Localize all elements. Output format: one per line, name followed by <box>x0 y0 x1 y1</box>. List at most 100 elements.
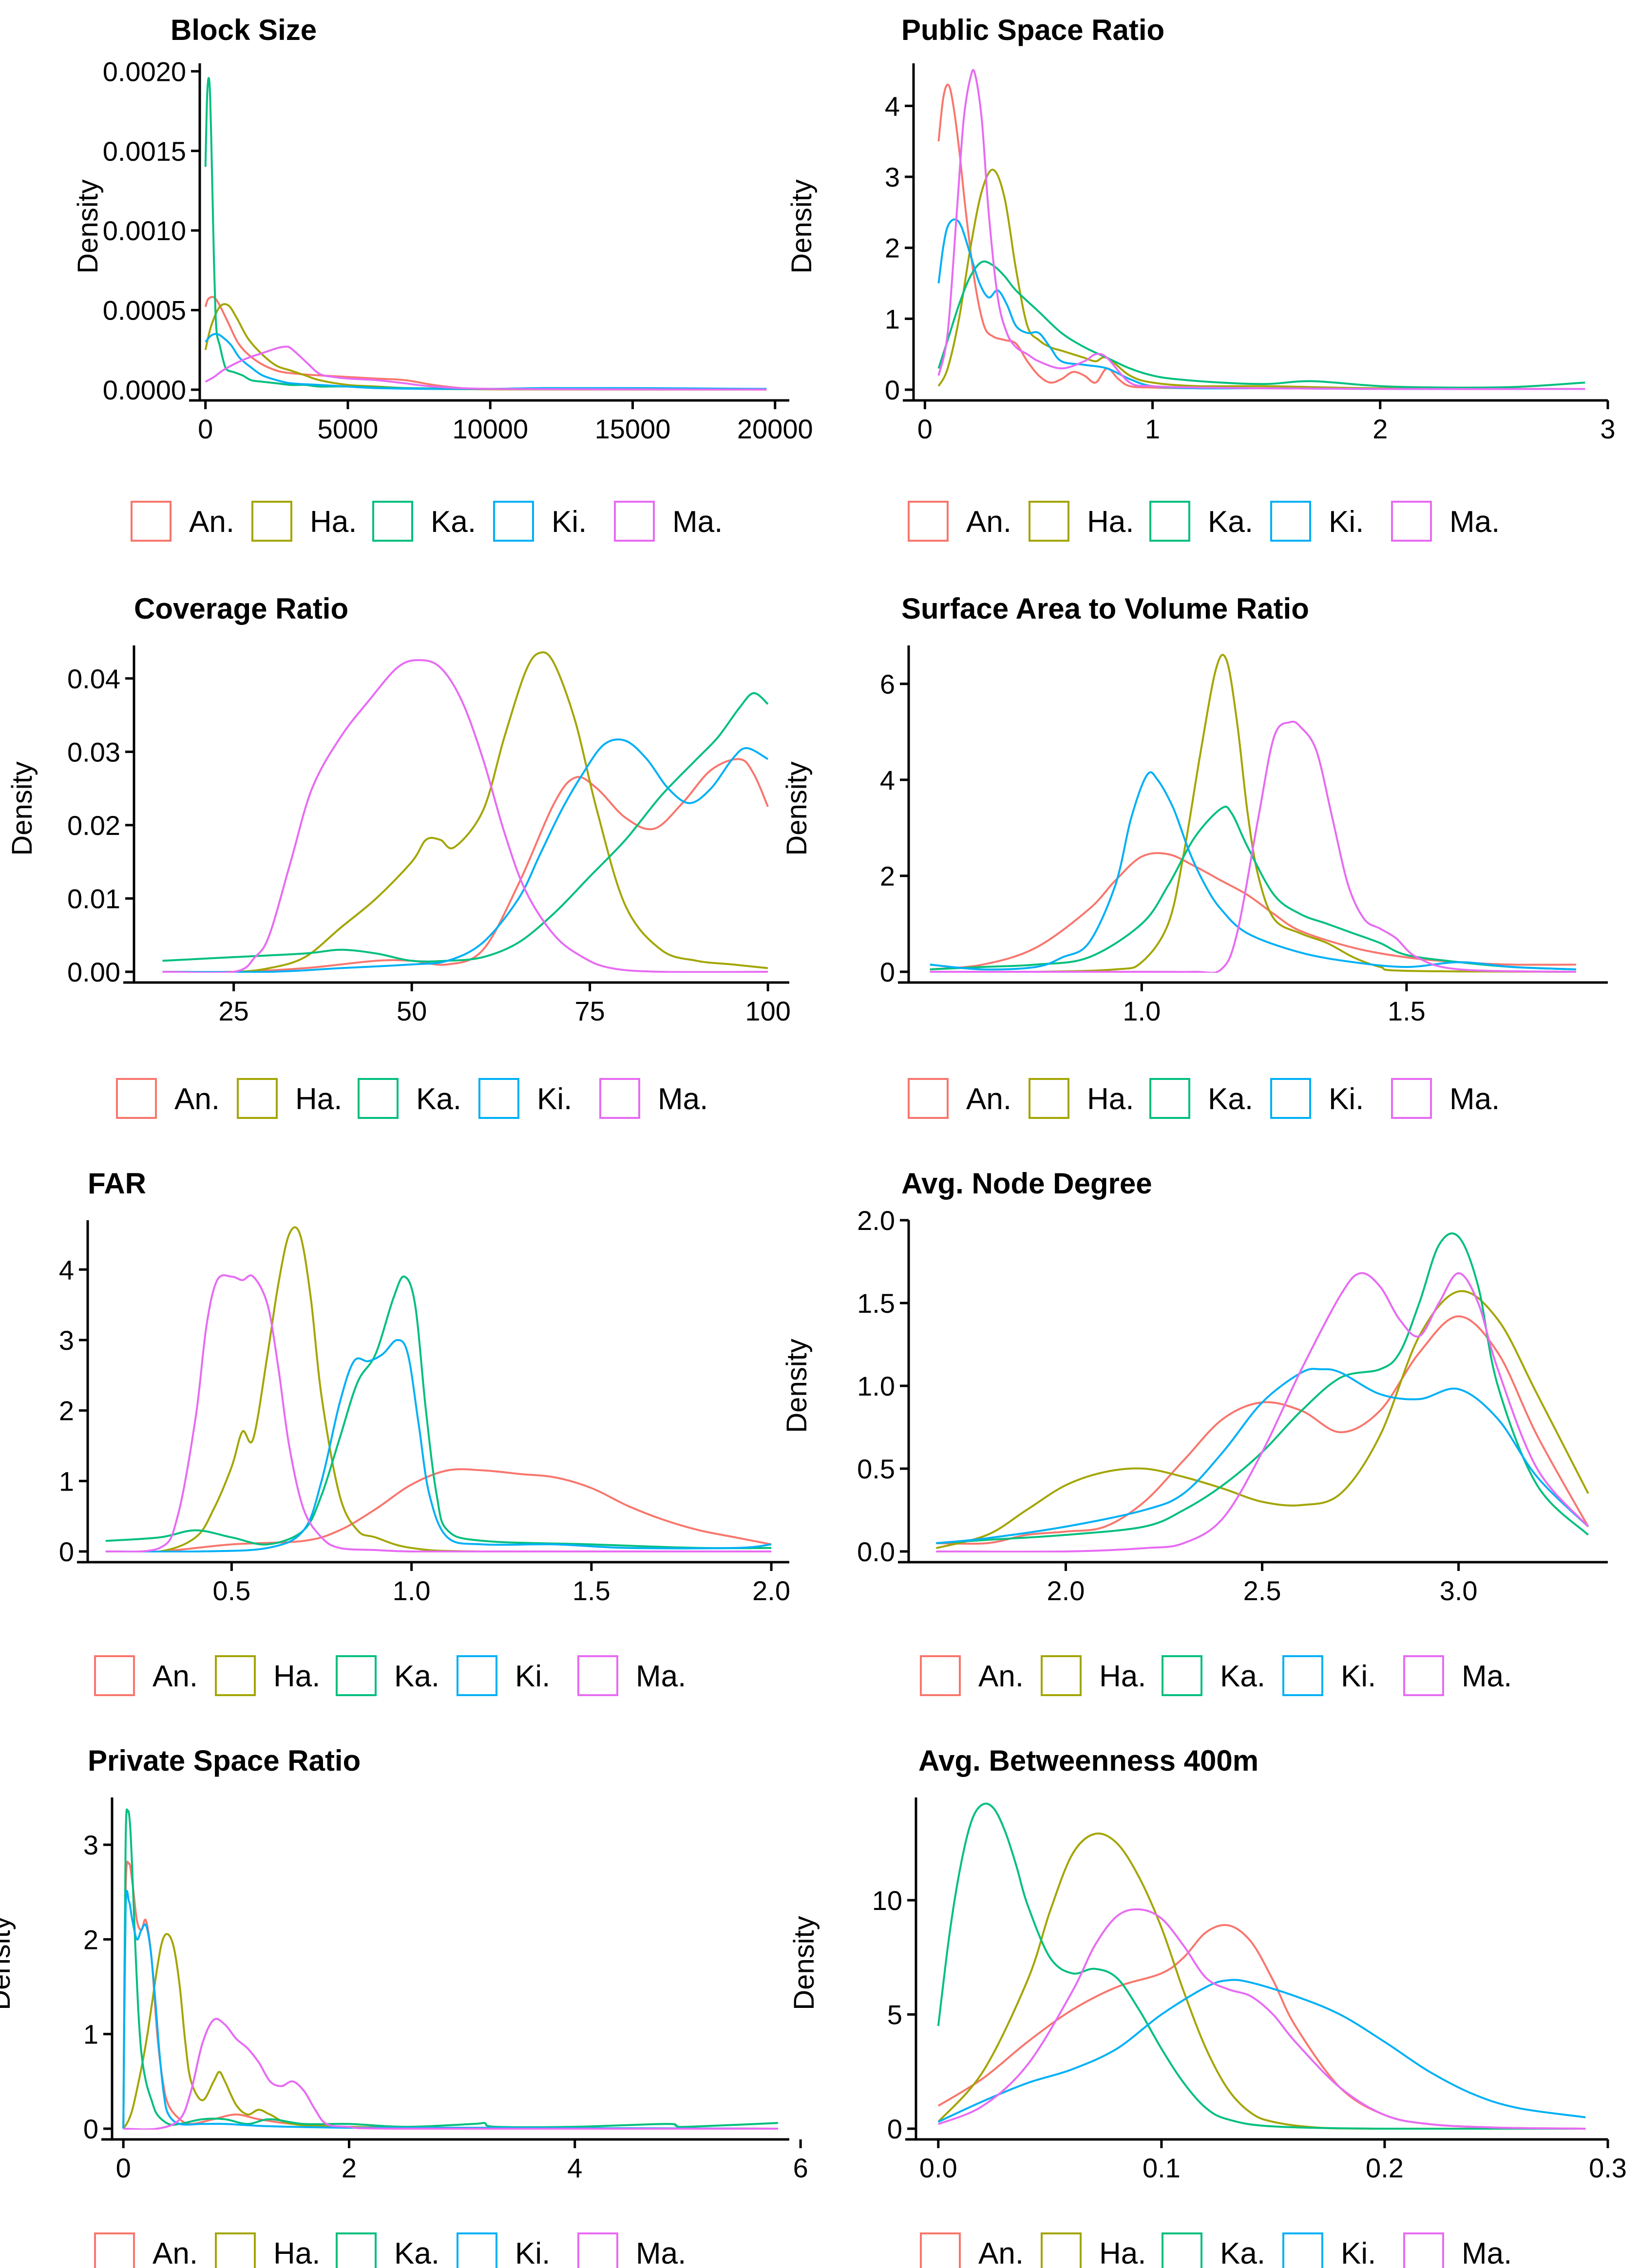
legend-label-ma: Ma. <box>1449 505 1500 539</box>
y-tick-label: 3 <box>59 1325 74 1356</box>
x-tick-label: 100 <box>745 996 790 1026</box>
legend-key-an <box>920 2232 961 2268</box>
legend-key-ma <box>1391 501 1432 542</box>
y-tick-label: 0 <box>59 1536 74 1567</box>
density-line-ha <box>935 1290 1589 1550</box>
legend-key-ma <box>577 2232 618 2268</box>
density-line-an <box>204 296 767 391</box>
x-tick-label: 2 <box>1372 414 1388 444</box>
density-line-ha <box>937 1833 1586 2130</box>
density-line-an <box>936 1315 1589 1545</box>
legend-key-ha <box>1041 2232 1082 2268</box>
x-tick-label: 1.5 <box>1388 996 1426 1026</box>
density-line-ma <box>123 2018 778 2130</box>
density-line-ha <box>122 1933 778 2130</box>
legend-label-ki: Ki. <box>552 505 587 539</box>
panel-surface-area-to-volume-ratio: Surface Area to Volume Ratio Density 0 2 4 6 1… <box>781 592 1608 1119</box>
legend-key-ka <box>358 1078 399 1119</box>
density-line-ha <box>105 1226 772 1552</box>
legend-label-ma: Ma. <box>672 505 723 539</box>
legend-key-ha <box>1029 1078 1069 1119</box>
legend-label-ka: Ka. <box>1208 505 1253 539</box>
density-line-an <box>930 852 1576 971</box>
legend-key-ki <box>1270 501 1311 542</box>
y-axis-label: Density <box>6 761 38 855</box>
legend-label-ki: Ki. <box>515 1660 550 1693</box>
legend: An. Ha. Ka. Ki. Ma. <box>920 2232 1512 2268</box>
legend-key-ki <box>478 1078 519 1119</box>
y-tick-label: 4 <box>59 1254 74 1285</box>
y-tick-label: 2 <box>59 1396 74 1426</box>
legend-label-an: An. <box>978 2237 1024 2268</box>
legend: An. Ha. Ka. Ki. Ma. <box>920 1655 1512 1696</box>
density-line-ki <box>105 1339 772 1552</box>
y-tick-label: 1 <box>885 303 900 334</box>
density-line-an <box>122 1860 778 2130</box>
density-line-ki <box>162 738 769 973</box>
legend-key-an <box>908 1078 949 1119</box>
y-tick-label: 2 <box>880 861 895 891</box>
legend-key-ha <box>237 1078 278 1119</box>
y-tick-label: 0.00 <box>67 957 120 987</box>
legend-label-ki: Ki. <box>1329 1082 1364 1116</box>
density-line-ki <box>937 1979 1586 2123</box>
y-tick-label: 0.0010 <box>103 215 186 246</box>
density-line-ha <box>930 654 1576 973</box>
y-tick-label: 2 <box>885 233 900 264</box>
legend-key-ma <box>614 501 655 542</box>
x-tick-label: 4 <box>567 2153 582 2183</box>
x-tick-label: 2 <box>342 2153 357 2183</box>
y-tick-label: 3 <box>885 162 900 192</box>
legend-label-ki: Ki. <box>515 2237 550 2268</box>
x-tick-label: 10000 <box>452 414 528 444</box>
legend-key-ka <box>336 1655 377 1696</box>
legend-label-ka: Ka. <box>1220 1660 1265 1693</box>
legend-key-ki <box>493 501 534 542</box>
x-tick-label: 1.0 <box>1123 996 1161 1026</box>
legend-key-ha <box>1029 501 1069 542</box>
y-tick-label: 1.5 <box>857 1288 895 1319</box>
density-line-ma <box>930 720 1576 973</box>
legend-key-ma <box>1403 2232 1444 2268</box>
density-line-ka <box>930 806 1576 971</box>
legend-label-ki: Ki. <box>1341 2237 1376 2268</box>
legend: An. Ha. Ka. Ki. Ma. <box>94 2232 686 2268</box>
panel-title: Private Space Ratio <box>88 1744 361 1777</box>
legend-label-an: An. <box>152 2237 198 2268</box>
density-line-ha <box>162 651 768 973</box>
x-tick-label: 6 <box>793 2153 808 2183</box>
y-tick-label: 0.0 <box>857 1536 895 1567</box>
x-tick-label: 0.5 <box>212 1575 250 1606</box>
x-tick-label: 25 <box>219 996 249 1026</box>
x-tick-label: 2.5 <box>1243 1575 1281 1606</box>
legend-key-ki <box>1282 1655 1323 1696</box>
y-axis-label: Density <box>72 179 104 273</box>
x-tick-label: 0 <box>917 414 933 444</box>
legend-key-ka <box>336 2232 377 2268</box>
x-tick-label: 5000 <box>318 414 379 444</box>
density-line-an <box>105 1468 772 1552</box>
legend-label-an: An. <box>189 505 234 539</box>
x-tick-label: 1.5 <box>572 1575 610 1606</box>
y-tick-label: 5 <box>887 2000 902 2030</box>
y-tick-label: 0.0015 <box>103 136 186 167</box>
y-tick-label: 0.0020 <box>103 56 186 87</box>
legend-key-an <box>908 501 949 542</box>
y-axis-label: Density <box>788 1916 820 2010</box>
x-tick-label: 0 <box>198 414 213 444</box>
legend-key-ma <box>577 1655 618 1696</box>
panel-avg-node-degree: Avg. Node Degree Density 0.0 0.5 1.0 1.5 2.0 2.… <box>781 1167 1608 1696</box>
y-tick-label: 0 <box>887 2114 902 2144</box>
legend-key-an <box>116 1078 157 1119</box>
y-tick-label: 4 <box>880 765 895 795</box>
x-tick-label: 0.2 <box>1366 2153 1404 2183</box>
density-line-ki <box>936 1368 1589 1544</box>
panel-coverage-ratio: Coverage Ratio Density 0.00 0.01 0.02 0.03 0.0… <box>6 592 791 1119</box>
legend-label-an: An. <box>966 505 1011 539</box>
density-line-an <box>162 758 769 973</box>
x-tick-label: 0.1 <box>1143 2153 1181 2183</box>
legend-label-ka: Ka. <box>1208 1082 1253 1116</box>
legend-label-ha: Ha. <box>273 1660 320 1693</box>
legend-label-ha: Ha. <box>1087 1082 1134 1116</box>
legend-key-ka <box>1149 1078 1190 1119</box>
